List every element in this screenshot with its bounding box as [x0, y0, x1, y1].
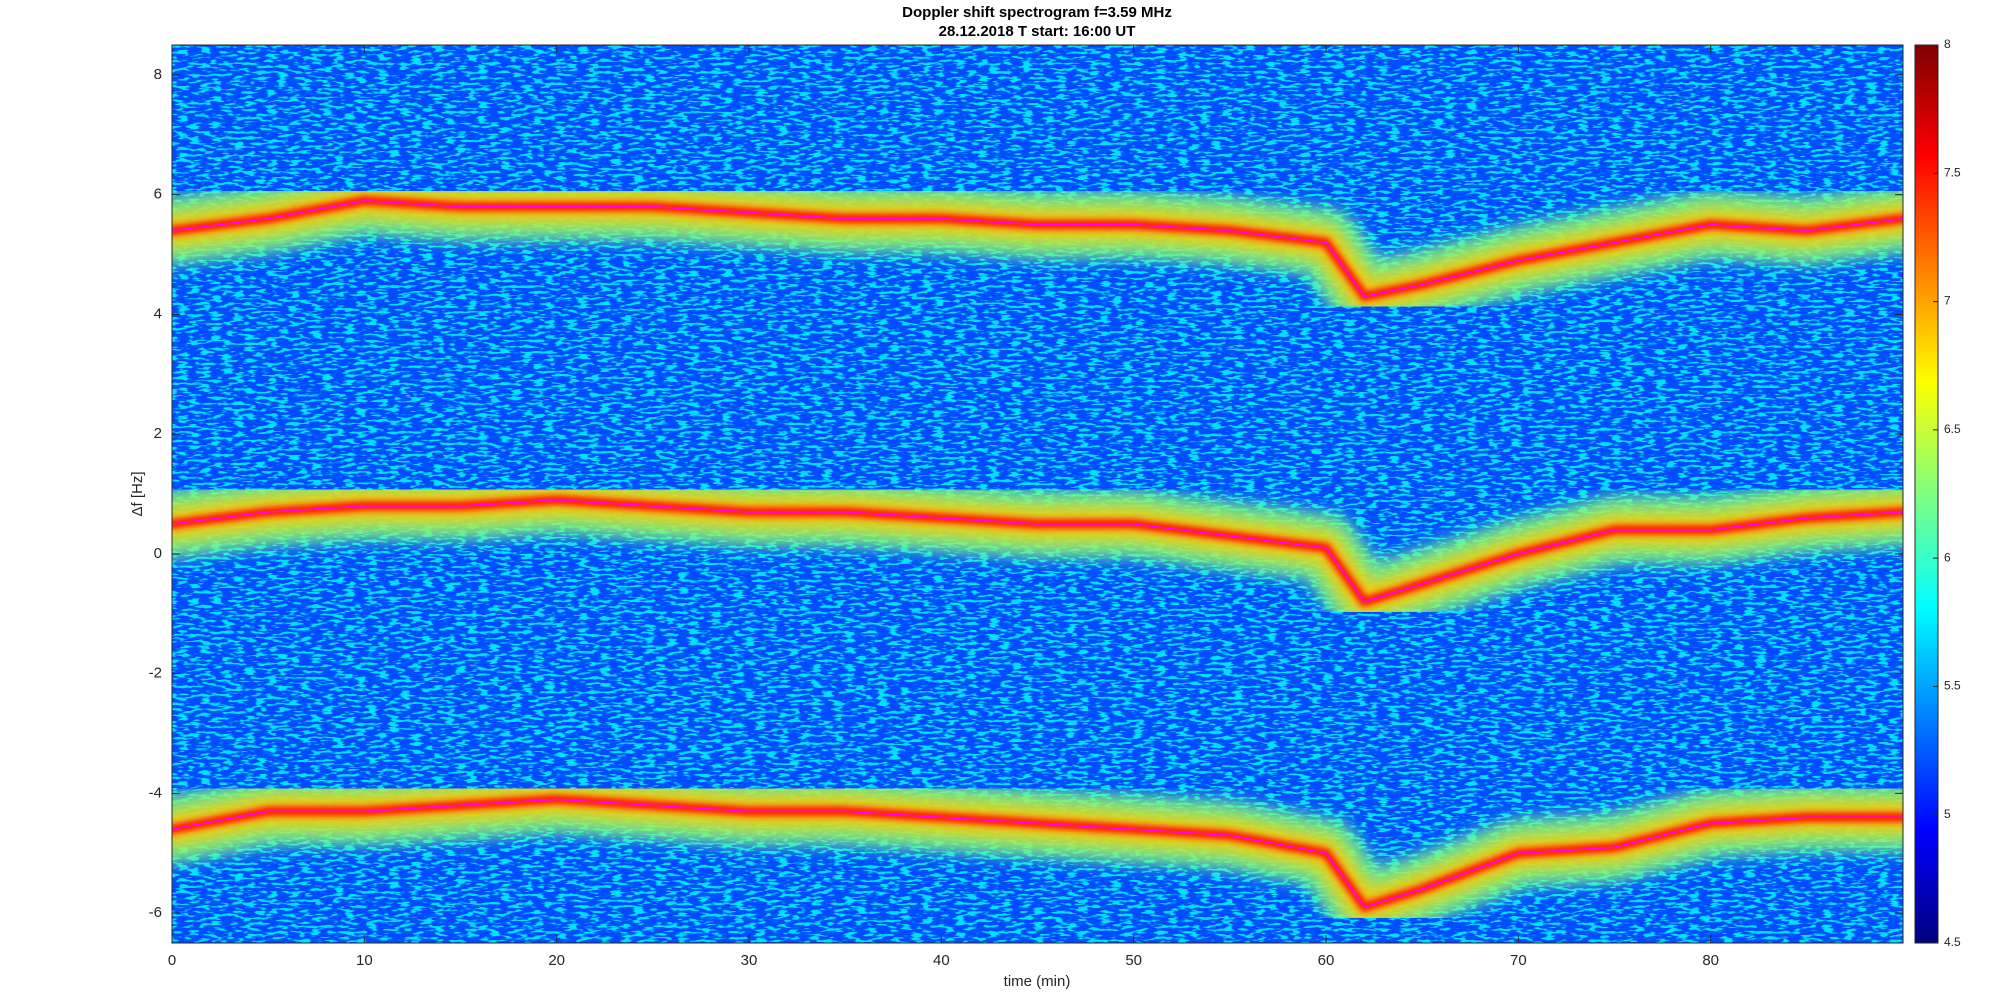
colorbar-tick-label: 7.5 — [1944, 165, 1961, 179]
x-tick-label: 40 — [933, 952, 950, 969]
x-axis-label: time (min) — [1004, 973, 1071, 990]
ticks: 0 10 20 30 40 50 60 70 80 -6 -4 -2 0 2 4 6 8 4.5 5 5.5 6 6.5 7… — [149, 37, 1961, 969]
y-tick-label: 6 — [154, 186, 162, 203]
trace-line — [172, 798, 1903, 908]
y-tick-label: -6 — [149, 904, 162, 921]
x-tick-label: 60 — [1318, 952, 1335, 969]
chart-subtitle: 28.12.2018 T start: 16:00 UT — [939, 23, 1136, 40]
plot-area — [172, 45, 1903, 943]
y-tick-label: -4 — [149, 784, 162, 801]
y-tick-label: 0 — [154, 545, 162, 562]
bands — [172, 165, 1903, 943]
y-tick-label: 8 — [154, 66, 162, 83]
x-tick-label: 20 — [548, 952, 565, 969]
colorbar-tick-label: 5 — [1944, 807, 1951, 821]
x-tick-label: 30 — [741, 952, 758, 969]
colorbar-tick-label: 5.5 — [1944, 679, 1961, 693]
plot-frame — [171, 44, 1904, 944]
colorbar-tick-label: 6.5 — [1944, 422, 1961, 436]
x-tick-label: 80 — [1702, 952, 1719, 969]
colorbar-tick-label: 8 — [1944, 37, 1951, 51]
x-tick-label: 50 — [1125, 952, 1142, 969]
trace-line — [172, 499, 1903, 603]
trace-line — [172, 199, 1903, 298]
x-tick-label: 0 — [168, 952, 176, 969]
x-tick-label: 10 — [356, 952, 373, 969]
x-tick-label: 70 — [1510, 952, 1527, 969]
colorbar-tick-label: 7 — [1944, 294, 1951, 308]
colorbar — [1914, 44, 1939, 944]
chart-title: Doppler shift spectrogram f=3.59 MHz — [902, 4, 1172, 21]
colorbar-tick-label: 6 — [1944, 550, 1951, 564]
y-tick-label: 2 — [154, 425, 162, 442]
y-tick-label: 4 — [154, 305, 162, 322]
y-tick-label: -2 — [149, 665, 162, 682]
colorbar-tick-label: 4.5 — [1944, 935, 1961, 949]
y-axis-label: Δf [Hz] — [129, 471, 146, 516]
